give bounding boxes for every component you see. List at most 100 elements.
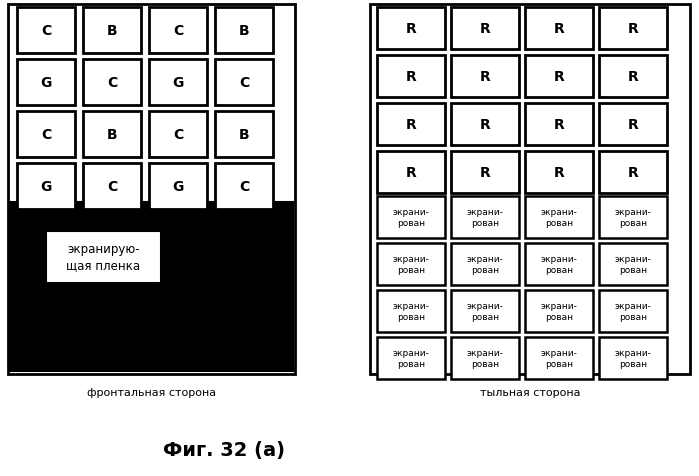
Text: экрани-
рован: экрани- рован — [466, 348, 503, 368]
FancyBboxPatch shape — [10, 203, 293, 371]
FancyBboxPatch shape — [525, 197, 593, 238]
Text: тыльная сторона: тыльная сторона — [480, 387, 580, 397]
Text: экрани-
рован: экрани- рован — [614, 255, 651, 274]
FancyBboxPatch shape — [83, 8, 141, 54]
Text: R: R — [480, 70, 491, 84]
FancyBboxPatch shape — [525, 104, 593, 146]
Text: экрани-
рован: экрани- рован — [540, 348, 577, 368]
Text: G: G — [41, 76, 52, 90]
FancyBboxPatch shape — [17, 8, 75, 54]
FancyBboxPatch shape — [377, 152, 445, 194]
FancyBboxPatch shape — [377, 197, 445, 238]
FancyBboxPatch shape — [451, 152, 519, 194]
FancyBboxPatch shape — [83, 112, 141, 158]
Text: R: R — [628, 22, 638, 36]
FancyBboxPatch shape — [599, 8, 667, 50]
Text: R: R — [405, 166, 417, 179]
FancyBboxPatch shape — [215, 164, 273, 209]
FancyBboxPatch shape — [377, 56, 445, 98]
Text: C: C — [107, 76, 117, 90]
FancyBboxPatch shape — [149, 112, 207, 158]
Text: экрани-
рован: экрани- рован — [466, 302, 503, 321]
Text: C: C — [41, 128, 51, 142]
Text: экрани-
рован: экрани- рован — [466, 255, 503, 274]
FancyBboxPatch shape — [599, 56, 667, 98]
FancyBboxPatch shape — [599, 104, 667, 146]
FancyBboxPatch shape — [377, 8, 445, 50]
FancyBboxPatch shape — [377, 290, 445, 332]
FancyBboxPatch shape — [525, 56, 593, 98]
FancyBboxPatch shape — [451, 337, 519, 379]
Text: экрани-
рован: экрани- рован — [393, 348, 429, 368]
Text: экрани-
рован: экрани- рован — [540, 255, 577, 274]
Text: B: B — [107, 128, 117, 142]
FancyBboxPatch shape — [451, 56, 519, 98]
Text: C: C — [239, 179, 249, 194]
Text: B: B — [238, 24, 250, 38]
Text: C: C — [41, 24, 51, 38]
FancyBboxPatch shape — [599, 197, 667, 238]
Text: R: R — [628, 70, 638, 84]
FancyBboxPatch shape — [17, 112, 75, 158]
Text: R: R — [554, 166, 564, 179]
Text: экранирую-
щая пленка: экранирую- щая пленка — [66, 243, 140, 272]
Text: Фиг. 32 (а): Фиг. 32 (а) — [163, 440, 284, 459]
Text: R: R — [554, 118, 564, 132]
Text: C: C — [239, 76, 249, 90]
FancyBboxPatch shape — [377, 244, 445, 286]
FancyBboxPatch shape — [17, 164, 75, 209]
FancyBboxPatch shape — [451, 290, 519, 332]
FancyBboxPatch shape — [377, 104, 445, 146]
Text: C: C — [173, 24, 183, 38]
FancyBboxPatch shape — [599, 152, 667, 194]
Text: фронтальная сторона: фронтальная сторона — [87, 387, 216, 397]
Text: экрани-
рован: экрани- рован — [393, 302, 429, 321]
Text: G: G — [41, 179, 52, 194]
Text: R: R — [480, 22, 491, 36]
Text: R: R — [628, 118, 638, 132]
Text: G: G — [173, 76, 184, 90]
FancyBboxPatch shape — [451, 244, 519, 286]
Text: экрани-
рован: экрани- рован — [614, 348, 651, 368]
Text: R: R — [628, 166, 638, 179]
Text: C: C — [107, 179, 117, 194]
Text: R: R — [405, 70, 417, 84]
Text: G: G — [173, 179, 184, 194]
Text: C: C — [173, 128, 183, 142]
FancyBboxPatch shape — [46, 231, 161, 283]
Text: экрани-
рован: экрани- рован — [614, 302, 651, 321]
FancyBboxPatch shape — [377, 337, 445, 379]
FancyBboxPatch shape — [599, 244, 667, 286]
FancyBboxPatch shape — [215, 60, 273, 106]
FancyBboxPatch shape — [525, 290, 593, 332]
Text: B: B — [238, 128, 250, 142]
FancyBboxPatch shape — [8, 5, 295, 374]
FancyBboxPatch shape — [525, 244, 593, 286]
FancyBboxPatch shape — [525, 8, 593, 50]
FancyBboxPatch shape — [599, 337, 667, 379]
Text: R: R — [554, 22, 564, 36]
FancyBboxPatch shape — [149, 164, 207, 209]
FancyBboxPatch shape — [149, 60, 207, 106]
Text: R: R — [405, 118, 417, 132]
Text: экрани-
рован: экрани- рован — [614, 208, 651, 227]
FancyBboxPatch shape — [599, 290, 667, 332]
FancyBboxPatch shape — [525, 337, 593, 379]
FancyBboxPatch shape — [215, 8, 273, 54]
Text: экрани-
рован: экрани- рован — [540, 208, 577, 227]
Text: экрани-
рован: экрани- рован — [466, 208, 503, 227]
FancyBboxPatch shape — [83, 60, 141, 106]
Text: экрани-
рован: экрани- рован — [393, 255, 429, 274]
FancyBboxPatch shape — [149, 8, 207, 54]
FancyBboxPatch shape — [17, 60, 75, 106]
Text: R: R — [554, 70, 564, 84]
FancyBboxPatch shape — [370, 5, 690, 374]
FancyBboxPatch shape — [451, 104, 519, 146]
Text: экрани-
рован: экрани- рован — [540, 302, 577, 321]
Text: B: B — [107, 24, 117, 38]
FancyBboxPatch shape — [525, 152, 593, 194]
Text: экрани-
рован: экрани- рован — [393, 208, 429, 227]
FancyBboxPatch shape — [451, 197, 519, 238]
FancyBboxPatch shape — [215, 112, 273, 158]
FancyBboxPatch shape — [83, 164, 141, 209]
